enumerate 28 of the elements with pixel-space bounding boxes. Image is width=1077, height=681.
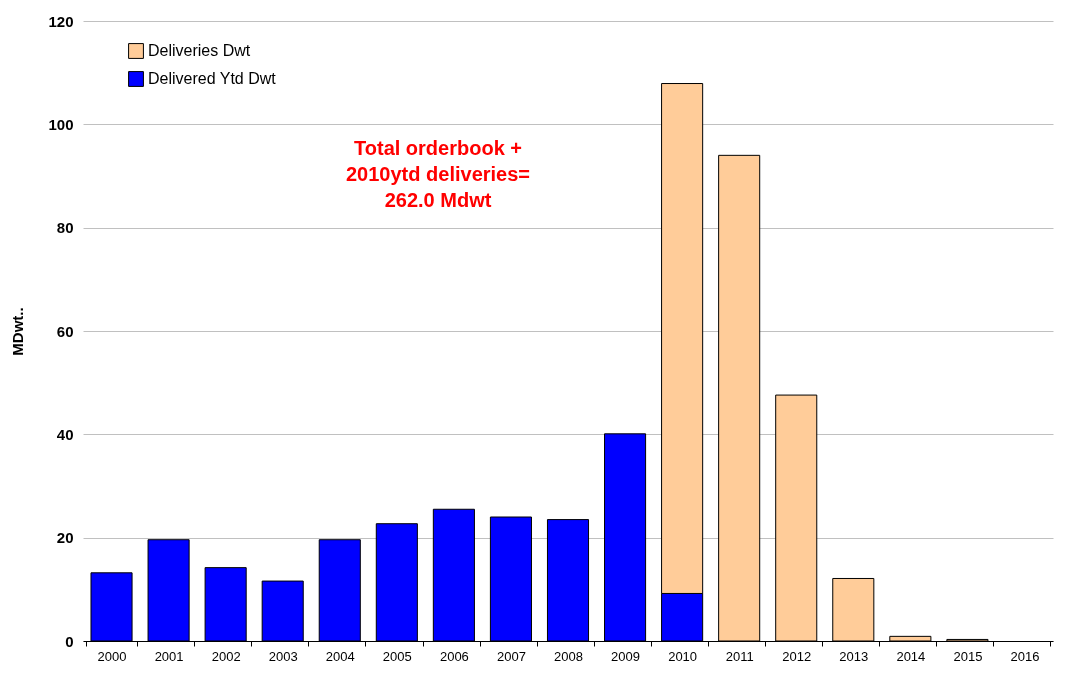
legend-label: Deliveries Dwt [148, 42, 251, 59]
legend-label: Delivered Ytd Dwt [148, 70, 277, 87]
x-tick-label: 2002 [211, 648, 241, 664]
x-tick-label: 2005 [382, 648, 412, 664]
x-tick-label: 2015 [953, 648, 983, 664]
x-tick-label: 2001 [154, 648, 184, 664]
annotation: Total orderbook + 2010ytd deliveries= 262.0 Mdwt [345, 137, 531, 211]
y-tick-label: 60 [56, 322, 74, 340]
y-tick-label: 80 [56, 219, 74, 237]
y-tick-label: 20 [56, 529, 74, 547]
x-tick-label: 2003 [268, 648, 298, 664]
y-axis-title: MDwt.. [9, 307, 27, 356]
y-tick-label: 40 [56, 425, 74, 443]
y-tick-label: 100 [48, 115, 74, 133]
x-tick-label: 2012 [782, 648, 812, 664]
x-tick-label: 2014 [896, 648, 926, 664]
x-tick-label: 2016 [1010, 648, 1040, 664]
x-tick-label: 2000 [97, 648, 127, 664]
x-tick-label: 2007 [496, 648, 526, 664]
y-tick-label: 0 [65, 632, 74, 650]
x-tick-label: 2004 [325, 648, 355, 664]
x-tick-label: 2010 [668, 648, 698, 664]
x-tick-label: 2006 [439, 648, 469, 664]
x-tick-label: 2009 [611, 648, 641, 664]
x-tick-label: 2008 [554, 648, 583, 664]
y-tick-label: 120 [48, 12, 74, 30]
x-tick-label: 2011 [725, 648, 754, 664]
x-tick-label: 2013 [839, 648, 869, 664]
